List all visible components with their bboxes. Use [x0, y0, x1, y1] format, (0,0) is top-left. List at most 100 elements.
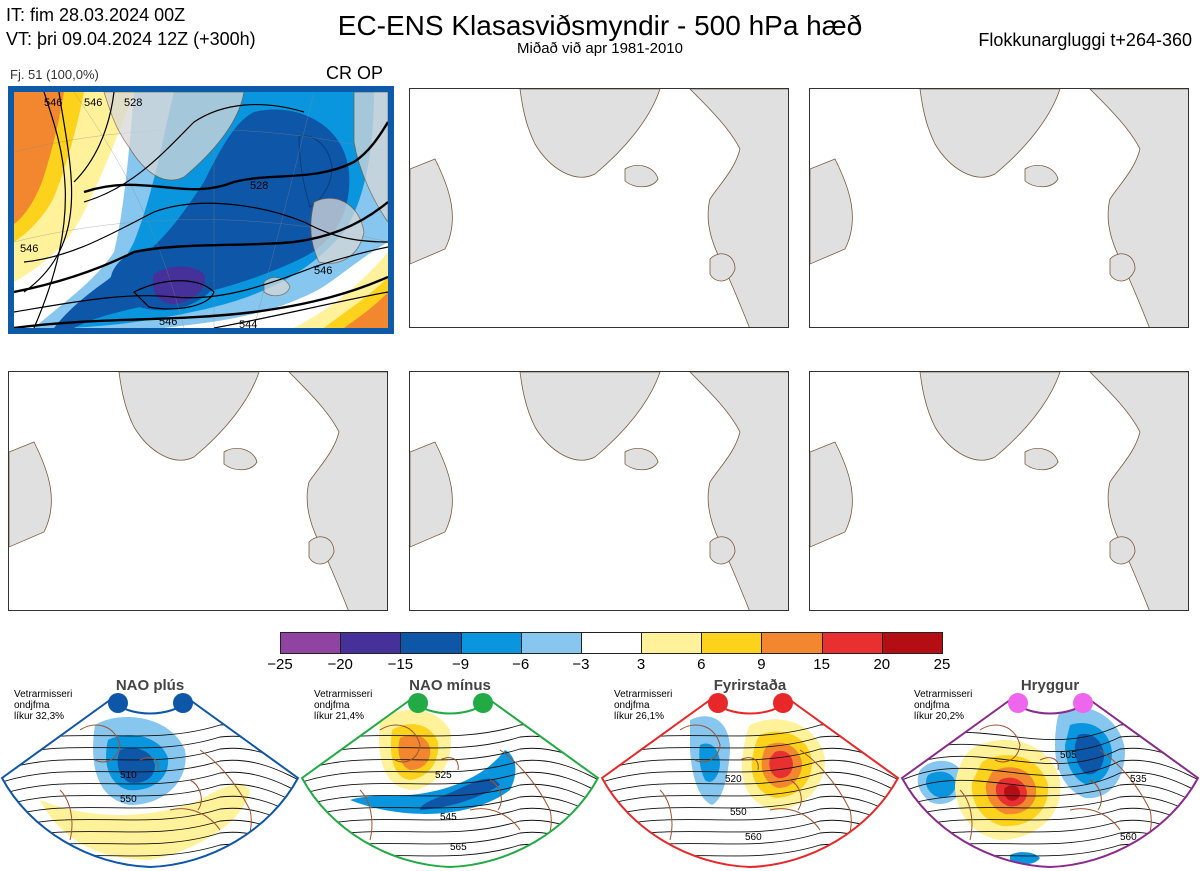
- regime-frame: [900, 698, 1200, 869]
- regime-info-line: líkur 32,3%: [14, 711, 65, 722]
- colorbar-swatch: [400, 632, 462, 654]
- regime-frame: [600, 698, 900, 869]
- regime-title: Hryggur: [1020, 677, 1080, 694]
- height-contour: [902, 759, 1198, 792]
- valid-time: VT: þri 09.04.2024 12Z (+300h): [6, 29, 256, 49]
- colorbar-tick-label: 6: [697, 656, 706, 673]
- page-subtitle: Miðað við apr 1981-2010: [517, 40, 683, 57]
- contour-label: 528: [124, 97, 142, 109]
- member-count-label: Fj. 51 (100,0%): [10, 67, 99, 82]
- regime-frame: [300, 698, 600, 869]
- contour-label: 550: [120, 794, 137, 805]
- classification-window: Flokkunargluggi t+264-360: [978, 30, 1192, 50]
- anomaly-fill: [926, 771, 956, 798]
- regime-dot: [1008, 693, 1028, 713]
- regime-title: NAO plús: [115, 677, 185, 694]
- contour-label: 546: [84, 97, 102, 109]
- contour-label: 520: [725, 774, 742, 785]
- colorbar-tick-label: 25: [933, 656, 951, 673]
- colorbar-swatch: [520, 632, 582, 654]
- anomaly-fill: [40, 784, 250, 860]
- coastline: [959, 724, 1152, 866]
- anomaly-fill: [699, 743, 720, 782]
- contour-label: 510: [120, 770, 137, 781]
- cluster-panel-4[interactable]: [8, 371, 388, 611]
- contour-label: 525: [435, 770, 452, 781]
- contour-label: 546: [314, 265, 332, 277]
- colorbar-tick-label: −6: [512, 656, 530, 673]
- height-contour: [302, 771, 598, 804]
- panel-map: [810, 372, 1188, 610]
- colorbar-swatch: [761, 632, 823, 654]
- contour-label: 544: [239, 319, 257, 328]
- colorbar-swatch: [881, 632, 943, 654]
- contour-label: 565: [450, 842, 467, 853]
- regime-frame: [0, 698, 300, 869]
- cluster-panel-3[interactable]: [809, 88, 1189, 328]
- colorbar: [280, 632, 943, 654]
- regime-title: NAO mínus: [409, 677, 491, 694]
- contour-label: 560: [1120, 832, 1137, 843]
- regime-dot: [708, 693, 728, 713]
- regime-dot: [1073, 693, 1093, 713]
- cluster-panel-1[interactable]: 546 528 546 546 544 528 546 546: [8, 86, 394, 334]
- height-contour: [302, 759, 598, 792]
- initial-time: IT: fim 28.03.2024 00Z: [6, 5, 186, 25]
- anomaly-fill: [1010, 852, 1040, 865]
- colorbar-swatch: [821, 632, 883, 654]
- cluster-panel-6[interactable]: [809, 371, 1189, 611]
- regime-map: 510 550: [0, 698, 300, 869]
- regime-info-line: ondjfma: [314, 700, 350, 711]
- colorbar-swatch: [580, 632, 643, 654]
- cluster-panel-5[interactable]: [409, 371, 789, 611]
- cluster-panel-2[interactable]: [409, 88, 789, 328]
- colorbar-tick-label: 15: [813, 656, 830, 673]
- contour-label: 528: [250, 180, 268, 192]
- contour-label: 535: [1130, 774, 1147, 785]
- regime-info-line: Vetrarmisseri: [14, 689, 73, 700]
- regime-map: 505 535 560: [900, 698, 1200, 869]
- regime-dot: [773, 693, 793, 713]
- contour-label: 560: [745, 832, 762, 843]
- contour-label: 546: [159, 316, 177, 328]
- panel-map: [410, 89, 788, 327]
- regime-dot: [173, 693, 193, 713]
- height-contour: [602, 759, 898, 792]
- contour-label: 546: [20, 243, 38, 255]
- anomaly-fill: [420, 778, 500, 810]
- regime-map: 525 545 565: [300, 698, 600, 869]
- contour-label: 546: [44, 97, 62, 109]
- contour-label: 545: [440, 812, 457, 823]
- panel-map: [410, 372, 788, 610]
- regime-info-line: Vetrarmisseri: [914, 689, 973, 700]
- colorbar-tick-label: −20: [327, 656, 353, 673]
- cr-op-tag: CR OP: [326, 63, 384, 83]
- colorbar-tick-label: −15: [387, 656, 414, 673]
- colorbar-swatch: [280, 632, 342, 654]
- colorbar-swatch: [701, 632, 763, 654]
- regime-map: 520 550 560: [600, 698, 900, 869]
- anomaly-fill: [1074, 733, 1104, 775]
- anomaly-fill: [1004, 784, 1020, 801]
- colorbar-tick-label: 9: [757, 656, 766, 673]
- regime-info-line: Vetrarmisseri: [314, 689, 373, 700]
- height-contour: [602, 771, 898, 804]
- regime-info-line: Vetrarmisseri: [614, 689, 673, 700]
- anomaly-fill: [117, 748, 155, 783]
- coastline: [659, 724, 852, 866]
- coastline: [359, 724, 552, 866]
- panel-map: [810, 89, 1188, 327]
- contour-label: 505: [1060, 750, 1077, 761]
- height-contour: [2, 771, 298, 804]
- height-contour: [902, 771, 1198, 804]
- page-title: EC-ENS Klasasviðsmyndir - 500 hPa hæð: [337, 10, 863, 41]
- colorbar-tick-label: 20: [873, 656, 891, 673]
- regime-dot: [473, 693, 493, 713]
- regime-info-line: ondjfma: [614, 700, 650, 711]
- height-contour: [2, 759, 298, 792]
- regime-info-line: líkur 21,4%: [314, 711, 365, 722]
- contour-label: 550: [730, 807, 747, 818]
- regime-dot: [108, 693, 128, 713]
- coastline: [59, 724, 252, 866]
- regime-title: Fyrirstaða: [713, 677, 787, 694]
